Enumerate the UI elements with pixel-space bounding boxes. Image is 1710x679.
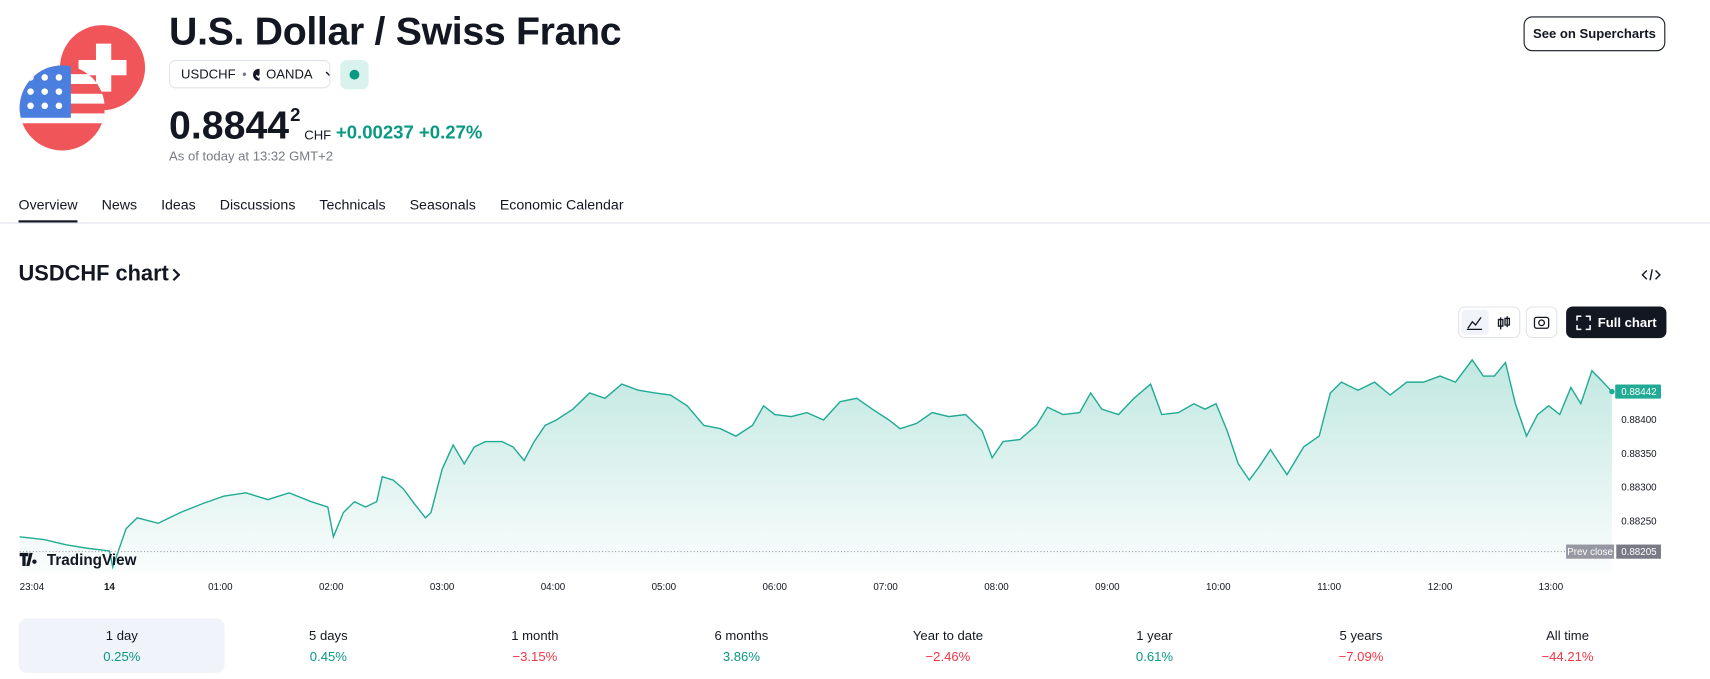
- x-tick-label: 09:00: [1095, 582, 1120, 593]
- watermark-logo: [19, 552, 37, 567]
- page-title: U.S. Dollar / Swiss Franc: [169, 8, 622, 54]
- period-change: −7.09%: [1338, 648, 1384, 665]
- y-tick-label: 0.88350: [1621, 449, 1657, 460]
- period[interactable]: 1 day 0.25%: [18, 618, 226, 673]
- x-tick-label: 13:00: [1539, 582, 1564, 593]
- symbol-selector[interactable]: USDCHF • OANDA: [169, 59, 331, 89]
- x-tick-label: 04:00: [541, 582, 566, 593]
- last-point: [1609, 388, 1615, 395]
- currency: CHF: [304, 127, 332, 143]
- chevron: [325, 71, 330, 77]
- area-fill: [19, 359, 1612, 573]
- currency-flags: [19, 25, 146, 151]
- period[interactable]: 1 year 0.61%: [1051, 618, 1258, 673]
- period-change: −3.15%: [512, 648, 558, 665]
- snapshot-button[interactable]: [1525, 306, 1558, 339]
- prev-close-title: Prev close: [1567, 547, 1613, 558]
- watermark: TradingView: [47, 552, 137, 569]
- chevron: [172, 268, 181, 281]
- chart-style-icons[interactable]: [1459, 308, 1521, 340]
- prev-close-value-badge: [1616, 544, 1661, 559]
- x-tick-label: 01:00: [208, 582, 233, 593]
- period[interactable]: 6 months 3.86%: [638, 618, 845, 673]
- period[interactable]: 5 years −7.09%: [1258, 618, 1465, 673]
- market-status[interactable]: [340, 59, 369, 90]
- prev-close-label: 0.88205: [1621, 547, 1657, 558]
- full-chart-button[interactable]: Full chart: [1566, 306, 1667, 339]
- as-of: As of today at 13:32 GMT+2: [169, 148, 334, 164]
- prev-close-badge: [1566, 544, 1615, 559]
- period-change: 3.86%: [722, 648, 760, 665]
- button-label: Full chart: [1597, 314, 1657, 330]
- exchange-icon: [253, 68, 260, 81]
- period-change: −44.21%: [1541, 648, 1594, 665]
- period-change: −2.46%: [925, 648, 971, 665]
- y-tick-label: 0.88400: [1621, 415, 1657, 426]
- period[interactable]: 1 month −3.15%: [432, 618, 639, 673]
- period-change: 0.45%: [309, 648, 347, 665]
- chart-link[interactable]: USDCHF chart: [19, 262, 182, 287]
- period[interactable]: Year to date −2.46%: [845, 618, 1052, 673]
- tab[interactable]: Technicals: [319, 196, 386, 213]
- period-label: Year to date: [912, 628, 983, 644]
- x-tick-label: 06:00: [762, 582, 787, 593]
- x-tick-label: 11:00: [1317, 582, 1341, 593]
- divider: [0, 222, 1710, 224]
- tab[interactable]: News: [101, 196, 138, 213]
- change-percent: +0.27%: [418, 122, 483, 143]
- price-superscript: 2: [290, 104, 301, 126]
- last-value-badge: [1615, 384, 1661, 399]
- supercharts-button[interactable]: See on Supercharts: [1523, 16, 1666, 52]
- period-label: 1 month: [511, 628, 559, 644]
- tab[interactable]: Discussions: [219, 196, 296, 213]
- symbol: USDCHF: [181, 66, 236, 82]
- period-label: 1 day: [105, 628, 138, 644]
- x-tick-label: 03:00: [430, 582, 455, 593]
- tab[interactable]: Economic Calendar: [499, 196, 624, 213]
- period[interactable]: 5 days 0.45%: [225, 618, 432, 673]
- change: +0.00237: [335, 122, 414, 143]
- price-change: +0.00237 +0.27%: [336, 122, 482, 144]
- x-tick-label: 05:00: [652, 582, 677, 593]
- period-label: 5 years: [1339, 628, 1383, 644]
- y-tick-label: 0.88300: [1621, 483, 1657, 494]
- tab[interactable]: Overview: [18, 196, 78, 223]
- price-line: [19, 358, 1613, 570]
- period-change: 0.25%: [103, 648, 141, 665]
- x-tick-label: 07:00: [873, 582, 898, 593]
- x-tick-label: 08:00: [984, 582, 1009, 593]
- section-title: USDCHF chart: [18, 261, 169, 286]
- chart-style-toggle: [1458, 306, 1521, 340]
- tab[interactable]: Ideas: [161, 196, 196, 213]
- period-label: 5 days: [309, 628, 348, 644]
- x-tick-label: 02:00: [319, 582, 344, 593]
- period[interactable]: All time −44.21%: [1464, 618, 1671, 673]
- embed-button[interactable]: [1641, 266, 1661, 283]
- tabs: Overview News Ideas Discussions Technicals Se…: [18, 196, 624, 223]
- period-change: 0.61%: [1135, 648, 1174, 665]
- period-label: All time: [1546, 628, 1589, 644]
- last-value-label: 0.88442: [1621, 387, 1656, 398]
- x-tick-label: 14: [104, 582, 115, 593]
- y-tick-label: 0.88250: [1621, 517, 1657, 528]
- x-tick-label: 10:00: [1206, 582, 1231, 593]
- x-tick-label: 12:00: [1428, 582, 1453, 593]
- x-tick-label: 23:04: [20, 582, 45, 593]
- tab[interactable]: Seasonals: [409, 196, 476, 213]
- period-label: 6 months: [714, 628, 769, 644]
- period-selector: 1 day 0.25% 5 days 0.45% 1 month −3.15% 6 mont…: [18, 618, 1671, 673]
- period-label: 1 year: [1136, 628, 1173, 644]
- price: 0.8844: [169, 102, 290, 148]
- exchange: OANDA: [266, 66, 313, 82]
